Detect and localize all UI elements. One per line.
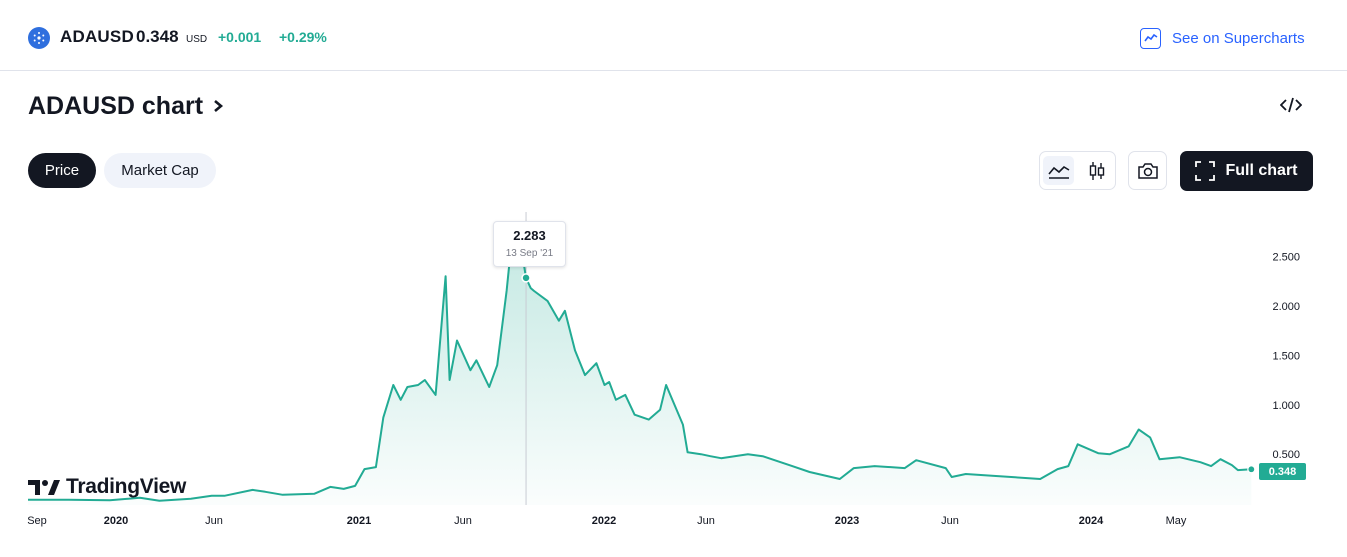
last-value-label: 0.348 — [1259, 463, 1306, 480]
cardano-icon — [28, 27, 50, 49]
tab-price[interactable]: Price — [28, 153, 96, 188]
see-on-supercharts-link[interactable]: See on Supercharts — [1140, 26, 1305, 50]
price-change-percent: +0.29% — [279, 29, 327, 45]
see-on-supercharts-label: See on Supercharts — [1172, 29, 1305, 47]
candles-icon — [1089, 161, 1104, 180]
tooltip-date: 13 Sep '21 — [505, 248, 554, 259]
x-tick-label: Jun — [941, 515, 959, 527]
y-tick-label: 2.000 — [1272, 301, 1300, 313]
y-tick-label: 2.500 — [1272, 251, 1300, 263]
x-tick-label: Jun — [697, 515, 715, 527]
chart-line-icon — [1140, 27, 1161, 49]
price-series-line — [28, 223, 1252, 502]
full-chart-label: Full chart — [1225, 162, 1298, 179]
tradingview-logo[interactable]: TradingView — [28, 475, 186, 499]
y-tick-label: 1.000 — [1272, 400, 1300, 412]
y-tick-label: 0.500 — [1272, 449, 1300, 461]
hover-point — [521, 273, 531, 283]
y-tick-label: 1.500 — [1272, 350, 1300, 362]
price-change: +0.001 — [218, 29, 262, 45]
x-tick-label: 2020 — [104, 515, 128, 527]
symbol-price: 0.348 — [136, 27, 179, 46]
tradingview-logo-icon — [28, 480, 60, 495]
x-tick-label: 2023 — [835, 515, 859, 527]
full-chart-button[interactable]: Full chart — [1180, 151, 1313, 191]
x-tick-label: Sep — [27, 515, 47, 527]
symbol-header: ADAUSD 0.348 USD +0.001 +0.29% See on Su… — [0, 0, 1347, 71]
area-chart-button[interactable] — [1043, 156, 1074, 185]
tooltip-value: 2.283 — [513, 228, 546, 243]
price-area-fill — [28, 224, 1252, 505]
x-tick-label: Jun — [205, 515, 223, 527]
camera-icon — [1137, 162, 1158, 179]
fullscreen-icon — [1195, 161, 1216, 181]
x-tick-label: 2024 — [1079, 515, 1104, 527]
x-tick-label: May — [1166, 515, 1187, 527]
chart-style-toggle — [1039, 151, 1116, 190]
chart-title-text: ADAUSD chart — [28, 92, 204, 120]
symbol-name: ADAUSD — [60, 27, 134, 46]
candles-chart-button[interactable] — [1081, 156, 1112, 185]
x-tick-label: 2022 — [592, 515, 616, 527]
x-tick-label: 2021 — [347, 515, 371, 527]
tab-market-cap[interactable]: Market Cap — [104, 153, 216, 188]
chart-title[interactable]: ADAUSD chart — [28, 92, 224, 121]
chevron-right-icon — [214, 100, 224, 112]
x-tick-label: Jun — [454, 515, 472, 527]
embed-code-icon[interactable] — [1279, 96, 1303, 119]
snapshot-button[interactable] — [1128, 151, 1167, 190]
tradingview-logo-text: TradingView — [66, 475, 187, 498]
area-chart-icon — [1047, 165, 1069, 179]
price-tooltip: 2.283 13 Sep '21 — [493, 221, 566, 267]
symbol-currency: USD — [186, 34, 208, 45]
last-point — [1247, 465, 1256, 474]
